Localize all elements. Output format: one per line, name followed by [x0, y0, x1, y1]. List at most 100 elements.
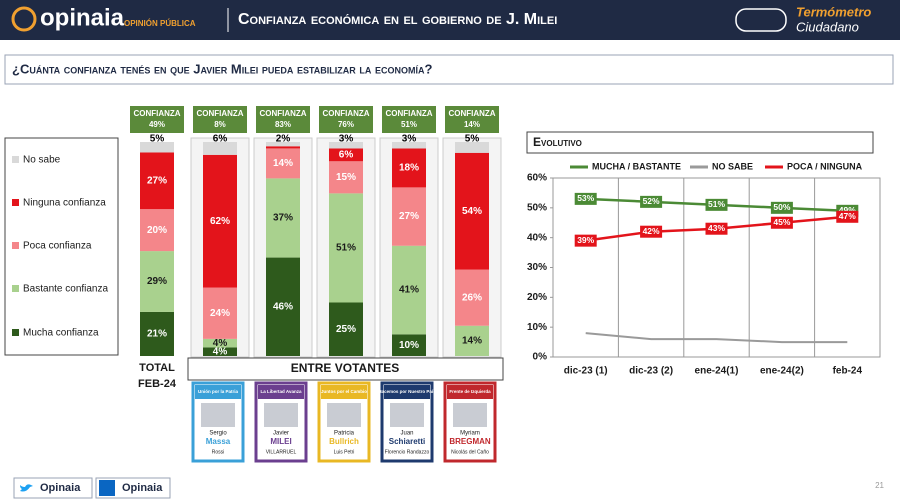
point-label-box: [770, 201, 793, 214]
bar-segment: [329, 142, 363, 149]
y-tick-label: 40%: [527, 232, 547, 243]
point-label: 45%: [773, 217, 790, 227]
bar-segment: [266, 148, 300, 179]
y-tick-label: 0%: [533, 352, 548, 363]
legend-swatch: [12, 199, 19, 206]
bar-label: 62%: [210, 216, 230, 227]
bar-segment: [140, 209, 174, 252]
confidence-value: 83%: [275, 120, 291, 129]
ballot-first: Myriam: [460, 431, 480, 437]
bar-label: 10%: [399, 340, 419, 351]
legend-label: Ninguna confianza: [23, 198, 106, 209]
ballot-first: Patricia: [334, 431, 355, 437]
legend-label: Poca confianza: [23, 241, 92, 252]
confidence-value: 8%: [214, 120, 226, 129]
twitter-handle[interactable]: Opinaia: [40, 482, 81, 494]
legend-swatch: [12, 156, 19, 163]
linkedin-handle[interactable]: Opinaia: [122, 482, 163, 494]
header-title: Confianza económica en el gobierno de J.…: [238, 11, 557, 28]
bar-segment: [266, 142, 300, 147]
confidence-value: 76%: [338, 120, 354, 129]
legend-label: No sabe: [23, 155, 61, 166]
ballot-party: Hacemos por Nuestro País: [378, 389, 436, 394]
bar-segment: [392, 245, 426, 335]
ballot-mate: Luis Petri: [334, 449, 355, 455]
point-label: 50%: [773, 202, 790, 212]
bar-label: 3%: [339, 134, 354, 145]
question: ¿Cuánta confianza tenés en que Javier Mi…: [12, 61, 433, 76]
point-label-box: [640, 225, 663, 238]
bar-label: 20%: [147, 225, 167, 236]
confidence-box: [382, 106, 436, 133]
point-label-box: [574, 192, 597, 205]
bar-segment: [392, 334, 426, 356]
ballot-mate: Nicolás del Caño: [451, 449, 489, 455]
bar-segment: [266, 257, 300, 356]
bar-segment: [329, 148, 363, 162]
confidence-title: CONFIANZA: [196, 109, 243, 118]
bar-segment: [392, 148, 426, 188]
bar-segment: [392, 187, 426, 246]
ballot-party: Juntos por el Cambio: [321, 389, 367, 394]
bar-label: 6%: [213, 134, 228, 145]
twitter-button[interactable]: [13, 477, 93, 499]
total-date: FEB-24: [138, 378, 177, 390]
confidence-box: [130, 106, 184, 133]
bar-label: 46%: [273, 301, 293, 312]
ballot-party: Frente de Izquierda: [449, 389, 491, 394]
bar-segment: [455, 152, 489, 270]
confidence-box: [193, 106, 247, 133]
ballot-band: [195, 385, 241, 399]
brand: opinaia: [40, 4, 125, 31]
ballot-photo: [327, 403, 361, 427]
bar-segment: [203, 347, 237, 356]
point-label-box: [640, 195, 663, 208]
y-tick-label: 50%: [527, 202, 547, 213]
bar-segment: [329, 161, 363, 194]
bar-segment: [203, 338, 237, 348]
logo-icon: [11, 6, 37, 32]
bar-label: 4%: [213, 347, 228, 358]
point-label-box: [705, 198, 728, 211]
point-label: 49%: [839, 205, 856, 215]
ballot-last: MILEI: [270, 437, 291, 446]
legend-label: Bastante confianza: [23, 284, 108, 295]
logo-line1: Termómetro: [796, 4, 871, 19]
legend-swatch: [12, 242, 19, 249]
point-label-box: [770, 216, 793, 229]
ballot-photo: [201, 403, 235, 427]
bar-segment: [140, 142, 174, 153]
ballot-party: Unión por la Patria: [198, 389, 239, 394]
bar-label: 51%: [336, 243, 356, 254]
bar-segment: [266, 146, 300, 149]
bar-segment: [455, 269, 489, 326]
bar-label: 14%: [273, 158, 293, 169]
confidence-value: 51%: [401, 120, 417, 129]
brand-tagline: OPINIÓN PÚBLICA: [124, 19, 196, 28]
legend-label: POCA / NINGUNA: [787, 161, 863, 171]
confidence-title: CONFIANZA: [448, 109, 495, 118]
ballot-first: Javier: [273, 431, 289, 437]
bar-segment: [203, 287, 237, 339]
point-label-box: [574, 234, 597, 247]
ballot-band: [321, 385, 367, 399]
legend-swatch: [12, 285, 19, 292]
point-label: 43%: [708, 223, 725, 233]
group-label: ENTRE VOTANTES: [291, 361, 399, 375]
point-label: 42%: [643, 226, 660, 236]
bar-segment: [392, 142, 426, 149]
ballot-last: Massa: [206, 437, 231, 446]
x-tick-label: feb-24: [833, 366, 863, 377]
question-box: [4, 54, 894, 85]
y-tick-label: 20%: [527, 292, 547, 303]
y-tick-label: 60%: [527, 173, 547, 184]
ballot-last: Schiaretti: [389, 437, 425, 446]
point-label: 47%: [839, 211, 856, 221]
bar-label: 26%: [462, 292, 482, 303]
logo-bubble: [735, 8, 787, 32]
legend-box: [4, 137, 119, 356]
bar-segment: [266, 178, 300, 258]
ballot-band: [447, 385, 493, 399]
